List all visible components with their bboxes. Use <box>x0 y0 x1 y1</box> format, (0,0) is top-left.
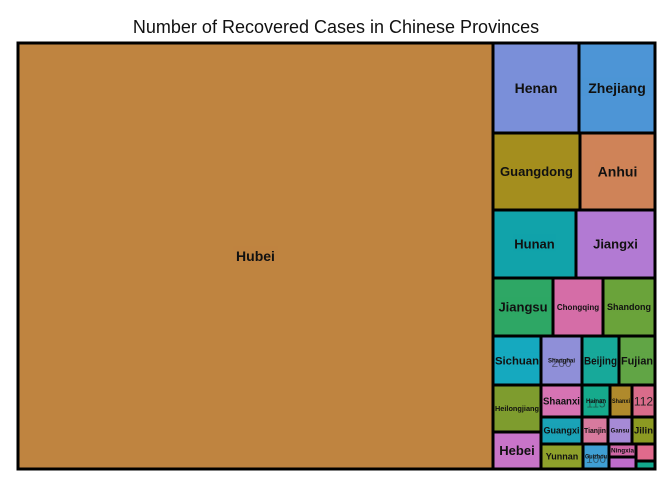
tile-hubei: Hubei <box>16 41 495 471</box>
tile-label-bg <box>495 440 539 458</box>
tile-heilongjiang: Heilongjiang <box>491 383 543 434</box>
tile-fujian: Fujian <box>617 334 657 387</box>
chart-title: Number of Recovered Cases in Chinese Pro… <box>133 17 539 37</box>
tile-shaanxi: Shaanxi <box>539 383 584 419</box>
tile-label: Fujian <box>621 355 653 367</box>
tile-label: Shanghai <box>548 359 575 365</box>
tile-shanxi: Shanxi <box>608 383 634 419</box>
treemap-border <box>16 41 657 471</box>
tile-label: Heilongjiang <box>495 406 539 413</box>
tile-rect <box>634 442 657 463</box>
tile-label: Shanxi <box>612 399 630 405</box>
tile-label-bg <box>610 426 630 434</box>
tile-label-bg <box>495 403 539 413</box>
tile-rect <box>607 455 638 471</box>
tile-unlabeled-27 <box>607 455 638 471</box>
tile-label-bg <box>232 245 279 264</box>
tile-value: 115 <box>586 397 605 411</box>
tile-label-bg <box>513 77 559 96</box>
tile-label: Jilin <box>634 426 653 436</box>
tile-ningxia: Ningxia <box>607 442 638 459</box>
tile-guangdong: Guangdong <box>491 131 582 212</box>
tile-label: Shaanxi <box>543 397 580 408</box>
tile-unlabeled-18: 112 <box>630 383 657 419</box>
tile-chongqing: Chongqing <box>551 276 605 338</box>
tile-beijing: Beijing <box>580 334 621 387</box>
tile-label-bg <box>543 423 580 436</box>
tile-label-bg <box>586 234 645 252</box>
tile-label: Anhui <box>598 163 638 179</box>
tile-label: Guangxi <box>543 426 579 436</box>
tile-tianjin: Tianjin <box>580 415 610 446</box>
tile-label-bg <box>543 449 581 462</box>
tile-label-bg <box>584 352 617 367</box>
tile-label: Zhejiang <box>588 80 646 96</box>
tile-label: Ningxia <box>611 449 635 455</box>
tile-label-bg <box>584 396 608 405</box>
tile-label-bg <box>495 352 539 367</box>
tile-label: Jiangsu <box>498 300 547 315</box>
tile-label-bg <box>621 352 653 367</box>
tile-label: Hebei <box>499 443 534 458</box>
tile-label: Yunnan <box>546 452 579 462</box>
tile-label-bg <box>543 393 580 407</box>
tile-shandong: Shandong <box>601 276 657 338</box>
tile-label: Guizhou <box>585 455 607 461</box>
tile-hunan: Hunan <box>491 208 578 280</box>
tile-label: Hainan <box>586 399 606 405</box>
tile-jiangsu: Jiangsu <box>491 276 555 338</box>
tile-henan: Henan <box>491 41 581 135</box>
tile-label-bg <box>585 452 607 460</box>
tile-label-bg <box>545 356 578 364</box>
tile-label: Gansu <box>611 429 630 435</box>
tile-label-bg <box>581 77 653 96</box>
tile-label-bg <box>499 161 574 179</box>
tile-label-bg <box>495 297 551 315</box>
tile-label-bg <box>611 446 634 454</box>
tile-jiangxi: Jiangxi <box>574 208 657 280</box>
tile-label: Guangdong <box>500 164 573 179</box>
tile-label: Beijing <box>584 355 617 367</box>
tile-label-bg <box>513 234 556 252</box>
treemap-tiles: Hubei Henan Zhejiang Guangdong Anhui Hunan Jia… <box>16 41 657 471</box>
tile-label: Shandong <box>607 302 651 312</box>
tile-label-bg <box>555 301 601 312</box>
tile-zhejiang: Zhejiang <box>577 41 657 135</box>
tile-guangxi: Guangxi <box>539 415 584 446</box>
tile-label: Tianjin <box>584 428 606 435</box>
tile-label: Hubei <box>236 248 275 264</box>
tile-jilin: Jilin <box>630 415 657 446</box>
tile-hebei: Hebei <box>491 430 543 471</box>
tile-label-bg <box>612 396 630 405</box>
tile-label: Henan <box>515 80 558 96</box>
tile-sichuan: Sichuan <box>491 334 543 387</box>
tile-label: Sichuan <box>495 355 539 367</box>
tile-label-bg <box>584 425 606 435</box>
tile-label-bg <box>594 161 641 180</box>
tile-label-bg <box>605 300 653 312</box>
tile-label: Hunan <box>514 237 555 252</box>
tile-anhui: Anhui <box>578 131 657 212</box>
tile-label: Jiangxi <box>593 237 638 252</box>
tile-value: 112 <box>634 395 653 409</box>
tile-value: 100 <box>586 452 606 466</box>
tile-unlabeled-28 <box>634 442 657 463</box>
tile-yunnan: Yunnan <box>539 442 585 471</box>
tile-label: Chongqing <box>557 303 599 312</box>
tile-gansu: Gansu <box>606 415 634 446</box>
tile-label-bg <box>634 423 653 436</box>
tile-value: 260 <box>551 356 571 370</box>
